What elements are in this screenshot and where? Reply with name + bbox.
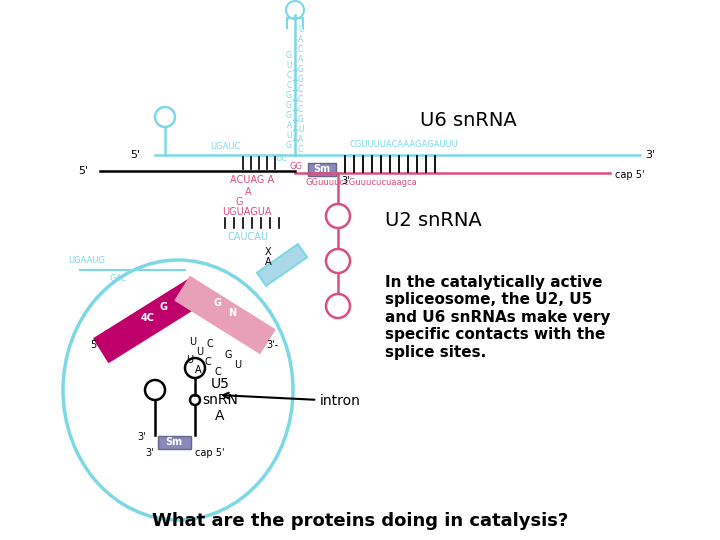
Text: U: U (298, 125, 304, 134)
Text: UGAAUG: UGAAUG (68, 256, 105, 265)
Text: G: G (286, 100, 292, 110)
FancyBboxPatch shape (308, 163, 336, 176)
Text: G: G (286, 140, 292, 150)
Text: Sm: Sm (313, 165, 330, 174)
Text: A: A (245, 187, 251, 197)
Text: 3': 3' (341, 176, 350, 186)
Text: A: A (265, 257, 271, 267)
Text: CAUCAU: CAUCAU (227, 232, 268, 242)
Text: A: A (298, 56, 303, 64)
Text: U: U (189, 337, 197, 347)
Text: C: C (298, 96, 303, 105)
Text: G: G (298, 116, 304, 125)
Text: U2 snRNA: U2 snRNA (385, 211, 482, 229)
Text: 5'-: 5'- (90, 340, 102, 350)
Text: C: C (298, 105, 303, 114)
Text: Sm: Sm (166, 437, 183, 447)
Text: X: X (265, 247, 271, 257)
Text: CGUUUUACAAAGAGAUUU: CGUUUUACAAAGAGAUUU (350, 140, 459, 149)
Text: GGuuuuccGuuucucuaagca: GGuuuuccGuuucucuaagca (305, 178, 417, 187)
Text: U: U (186, 355, 194, 365)
Text: G: G (286, 111, 292, 119)
Polygon shape (175, 276, 275, 353)
Text: C: C (287, 71, 292, 79)
Text: G: G (224, 350, 232, 360)
Text: G: G (298, 76, 304, 84)
Text: intron: intron (223, 393, 361, 408)
Text: C: C (287, 80, 292, 90)
Text: 5': 5' (130, 150, 140, 160)
Polygon shape (94, 278, 206, 362)
Text: ACUAG A: ACUAG A (230, 175, 274, 185)
Text: G: G (286, 91, 292, 99)
Text: A: A (194, 365, 202, 375)
Text: U: U (235, 360, 242, 370)
Text: N: N (228, 308, 236, 318)
Text: 3': 3' (137, 432, 145, 442)
Text: U5
snRN
A: U5 snRN A (202, 377, 238, 423)
Text: C: C (207, 339, 213, 349)
Text: G4C: G4C (110, 274, 127, 283)
Text: U: U (197, 347, 204, 357)
Text: UC: UC (275, 154, 287, 163)
Text: C: C (298, 85, 303, 94)
Text: U: U (298, 25, 304, 35)
Text: C: C (215, 367, 221, 377)
Text: A: A (298, 36, 303, 44)
Text: cap 5': cap 5' (195, 448, 225, 458)
Text: GG: GG (290, 162, 303, 171)
Text: What are the proteins doing in catalysis?: What are the proteins doing in catalysis… (152, 512, 568, 530)
Text: cap 5': cap 5' (615, 170, 644, 180)
Text: G: G (214, 298, 222, 308)
Circle shape (190, 395, 200, 405)
Text: C: C (298, 45, 303, 55)
Text: UGUAGUA: UGUAGUA (222, 207, 271, 217)
Text: 3': 3' (645, 150, 655, 160)
Text: G: G (235, 197, 243, 207)
Text: C: C (298, 145, 303, 154)
Text: G: G (286, 51, 292, 59)
Text: UGAUC: UGAUC (210, 142, 240, 151)
Text: 4C: 4C (141, 313, 155, 323)
Text: G: G (159, 302, 167, 312)
Text: In the catalytically active
spliceosome, the U2, U5
and U6 snRNAs make very
spec: In the catalytically active spliceosome,… (385, 275, 611, 360)
Text: C: C (204, 357, 212, 367)
Text: U: U (287, 60, 292, 70)
Text: 5': 5' (78, 166, 88, 176)
FancyBboxPatch shape (158, 436, 191, 449)
Polygon shape (257, 244, 307, 286)
Text: G: G (298, 65, 304, 75)
Text: A: A (287, 120, 292, 130)
Text: 3'-: 3'- (266, 340, 278, 350)
Text: U6 snRNA: U6 snRNA (420, 111, 517, 130)
Text: U: U (287, 131, 292, 139)
Text: A: A (298, 136, 303, 145)
Text: 3': 3' (145, 448, 153, 458)
